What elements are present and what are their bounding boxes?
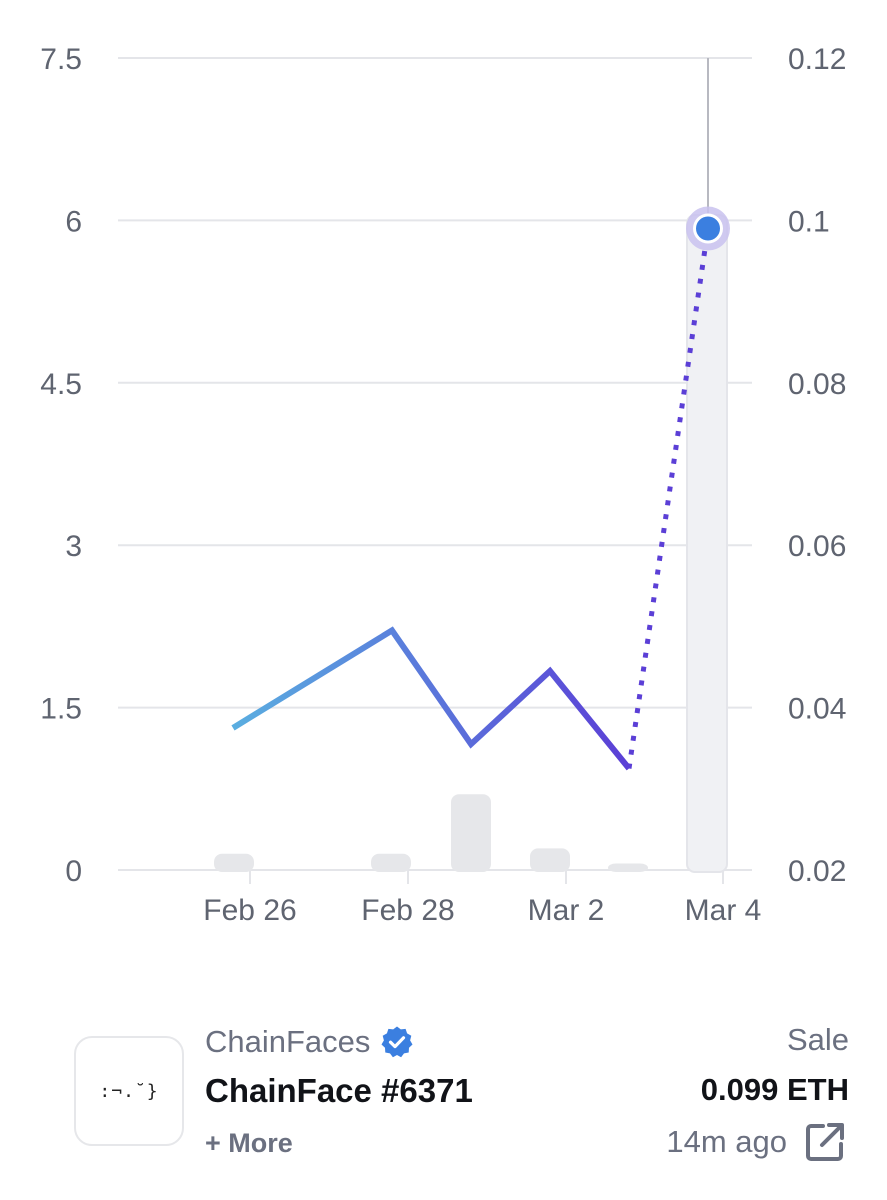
right-tick-label: 0.02 <box>788 855 846 888</box>
left-axis: 0 1.5 3 4.5 6 7.5 <box>40 43 82 888</box>
x-tick-label: Mar 2 <box>528 894 605 927</box>
verified-badge-icon <box>381 1026 413 1058</box>
left-tick-label: 3 <box>65 530 82 563</box>
right-tick-label: 0.06 <box>788 530 846 563</box>
time-ago: 14m ago <box>666 1124 787 1159</box>
volume-bar[interactable] <box>214 853 254 872</box>
chart-svg: 0 1.5 3 4.5 6 7.5 0.02 0.04 0.06 0.08 0.1 0.12 Feb… <box>40 43 846 927</box>
volume-bar[interactable] <box>371 853 411 872</box>
x-tick-label: Feb 28 <box>361 894 454 927</box>
external-link-icon[interactable] <box>803 1120 847 1164</box>
volume-bar[interactable] <box>608 863 648 872</box>
left-tick-label: 6 <box>65 205 82 238</box>
sale-price: 0.099 ETH <box>700 1072 849 1107</box>
volume-bar[interactable] <box>686 213 728 873</box>
right-tick-label: 0.08 <box>788 368 846 401</box>
left-tick-label: 7.5 <box>40 43 82 76</box>
left-tick-label: 4.5 <box>40 368 82 401</box>
x-axis: Feb 26 Feb 28 Mar 2 Mar 4 <box>203 870 761 927</box>
right-axis: 0.02 0.04 0.06 0.08 0.1 0.12 <box>788 43 846 888</box>
item-name[interactable]: ChainFace #6371 <box>205 1072 473 1109</box>
thumbnail-face: :¬.˘} <box>99 1080 159 1102</box>
price-line-layer <box>231 228 711 771</box>
right-tick-label: 0.04 <box>788 693 846 726</box>
price-line <box>231 626 632 771</box>
highlight-point[interactable] <box>696 216 720 241</box>
volume-bar[interactable] <box>451 794 491 872</box>
volume-bar[interactable] <box>530 848 570 872</box>
x-tick-label: Mar 4 <box>685 894 762 927</box>
x-tick-label: Feb 26 <box>203 894 296 927</box>
collection-name[interactable]: ChainFaces <box>205 1024 371 1059</box>
highlight-marker-layer <box>686 58 730 251</box>
volume-bars <box>214 213 728 873</box>
time-row: 14m ago <box>666 1120 847 1164</box>
left-tick-label: 1.5 <box>40 693 82 726</box>
event-type: Sale <box>786 1022 849 1057</box>
price-volume-chart: 0 1.5 3 4.5 6 7.5 0.02 0.04 0.06 0.08 0.1 0.12 Feb… <box>40 43 846 927</box>
collection-row[interactable]: ChainFaces <box>205 1024 414 1060</box>
more-link[interactable]: + More <box>205 1128 293 1158</box>
left-tick-label: 0 <box>65 855 82 888</box>
item-thumbnail[interactable]: :¬.˘} <box>74 1036 184 1146</box>
right-tick-label: 0.12 <box>788 43 846 76</box>
right-tick-label: 0.1 <box>788 205 830 238</box>
sale-footer[interactable]: :¬.˘} ChainFaces ChainFace #6371 + More … <box>0 1000 887 1200</box>
grid-lines <box>118 57 752 871</box>
